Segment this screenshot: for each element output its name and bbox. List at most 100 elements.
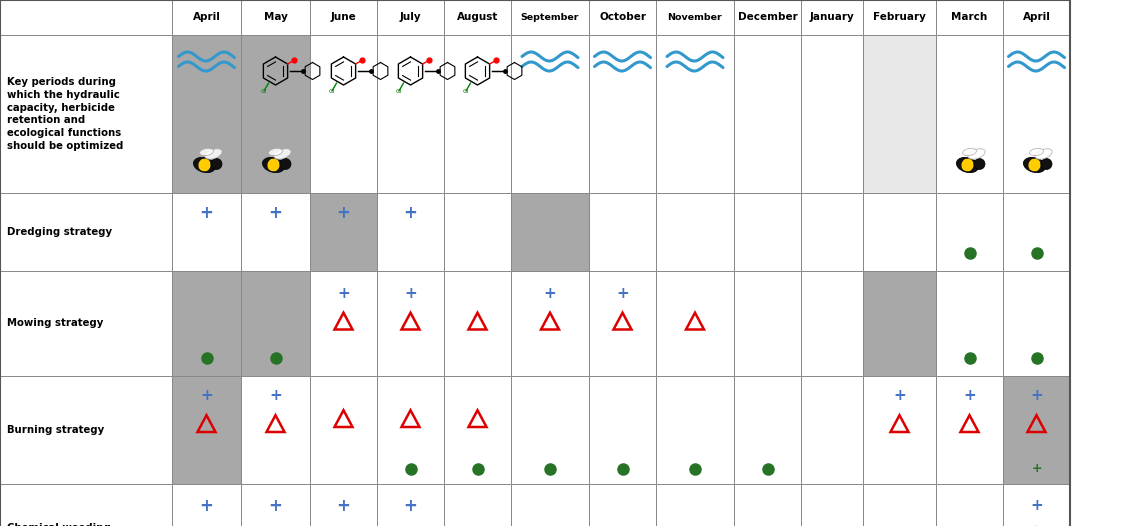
Bar (863, 376, 936, 484)
Bar (1003, 271, 1070, 376)
Bar (172, 35, 241, 193)
Bar (241, 271, 310, 376)
Bar (511, 484, 589, 526)
Text: September: September (521, 13, 580, 22)
Bar (0, 271, 172, 376)
Circle shape (280, 158, 292, 169)
Bar (734, 376, 801, 484)
Bar (310, 0, 377, 35)
Bar (589, 35, 657, 193)
Text: October: October (599, 13, 646, 23)
Text: +: + (200, 204, 214, 222)
Bar (172, 376, 241, 484)
Bar (444, 484, 511, 526)
Ellipse shape (962, 158, 974, 171)
Bar (936, 193, 1003, 271)
Bar (511, 376, 589, 484)
Text: +: + (269, 204, 282, 222)
Bar (241, 35, 310, 193)
Bar (734, 35, 801, 193)
Bar (734, 0, 801, 35)
Text: +: + (405, 286, 417, 300)
Text: +: + (337, 204, 350, 222)
Ellipse shape (262, 158, 285, 173)
Text: Mowing strategy: Mowing strategy (7, 319, 103, 329)
Bar (444, 0, 511, 35)
Text: +: + (893, 389, 906, 403)
Bar (589, 271, 657, 376)
Bar (377, 376, 444, 484)
Text: Burning strategy: Burning strategy (7, 425, 104, 435)
Bar (936, 35, 1003, 193)
Ellipse shape (193, 158, 216, 173)
Bar (0, 193, 172, 271)
Bar (863, 193, 936, 271)
Bar (172, 484, 241, 526)
Text: +: + (1031, 499, 1043, 513)
Bar (310, 35, 377, 193)
Bar (444, 193, 511, 271)
Text: Key periods during
which the hydraulic
capacity, herbicide
retention and
ecologi: Key periods during which the hydraulic c… (7, 77, 123, 151)
Bar (657, 0, 734, 35)
Text: Chemical weeding
strategy: Chemical weeding strategy (7, 523, 111, 526)
Bar (657, 271, 734, 376)
Bar (511, 193, 589, 271)
Bar (241, 484, 310, 526)
Bar (936, 484, 1003, 526)
Bar (1003, 0, 1070, 35)
Text: December: December (738, 13, 798, 23)
Text: +: + (403, 204, 417, 222)
Text: +: + (963, 389, 976, 403)
Bar (444, 271, 511, 376)
Ellipse shape (1024, 158, 1045, 173)
Bar (241, 376, 310, 484)
Text: Cl: Cl (463, 89, 469, 94)
Ellipse shape (963, 148, 976, 156)
Text: +: + (1032, 462, 1042, 476)
Bar (657, 193, 734, 271)
Text: April: April (1023, 13, 1051, 23)
Bar (310, 271, 377, 376)
Bar (657, 35, 734, 193)
Text: +: + (337, 286, 350, 300)
Text: February: February (873, 13, 925, 23)
Bar (589, 484, 657, 526)
Text: +: + (403, 497, 417, 515)
Bar (801, 376, 863, 484)
Bar (310, 193, 377, 271)
Bar (0, 484, 172, 526)
Text: Cl: Cl (261, 89, 267, 94)
Circle shape (1041, 158, 1052, 169)
Text: August: August (457, 13, 498, 23)
Bar (511, 35, 589, 193)
Bar (801, 35, 863, 193)
Text: +: + (200, 389, 212, 403)
Text: July: July (400, 13, 421, 23)
Text: Dredging strategy: Dredging strategy (7, 227, 112, 237)
Bar (1003, 35, 1070, 193)
Bar (936, 0, 1003, 35)
Bar (734, 484, 801, 526)
Bar (377, 0, 444, 35)
Bar (801, 484, 863, 526)
Bar (310, 484, 377, 526)
Bar (1003, 376, 1070, 484)
Text: Cl: Cl (329, 89, 336, 94)
Bar (589, 193, 657, 271)
Bar (657, 484, 734, 526)
Bar (657, 376, 734, 484)
Bar (0, 0, 172, 35)
Bar (377, 484, 444, 526)
Ellipse shape (1029, 148, 1043, 156)
Bar (310, 376, 377, 484)
Bar (734, 271, 801, 376)
Ellipse shape (199, 158, 210, 171)
Text: +: + (544, 286, 556, 300)
Text: Cl: Cl (396, 89, 402, 94)
Bar (936, 271, 1003, 376)
Bar (863, 271, 936, 376)
Ellipse shape (273, 149, 292, 159)
Ellipse shape (268, 158, 279, 171)
Bar (863, 0, 936, 35)
Text: April: April (192, 13, 220, 23)
